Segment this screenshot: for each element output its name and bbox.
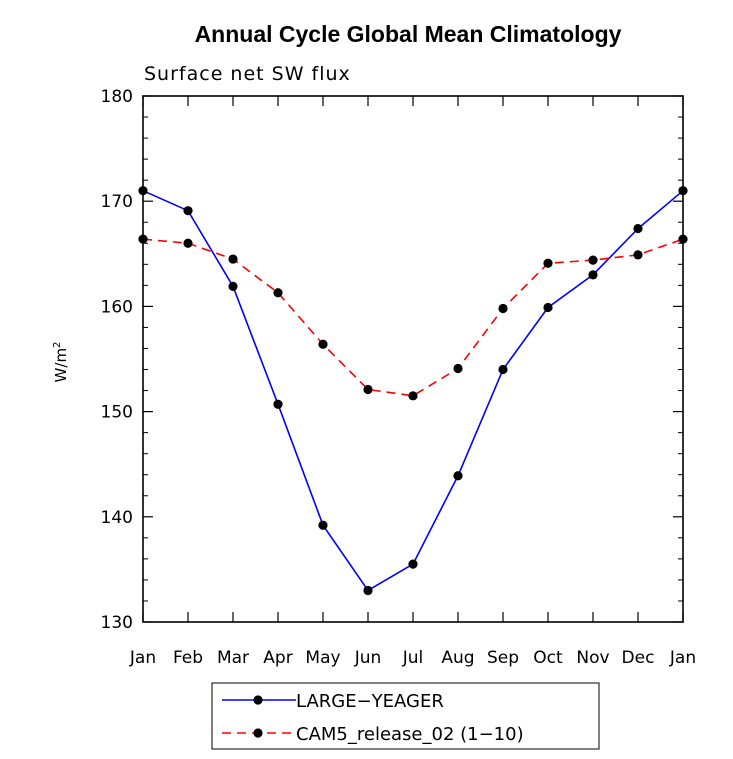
legend-label: CAM5_release_02 (1−10) <box>296 724 524 745</box>
x-tick-label: Mar <box>217 648 249 668</box>
data-point <box>633 223 643 234</box>
axis-tick-labels: 130 140 150 160 170 180 Jan Feb Mar Apr May Jun Jul A… <box>101 87 697 668</box>
legend-marker <box>253 695 263 705</box>
series-line <box>142 189 684 592</box>
y-tick-label: 140 <box>101 508 133 528</box>
svg-text:W/m2: W/m2 <box>52 342 70 383</box>
x-tick-label: Aug <box>441 648 474 668</box>
x-tick-label: Jan <box>129 648 156 668</box>
series-2 <box>138 234 688 401</box>
data-point <box>273 399 283 409</box>
y-tick-label: 130 <box>101 613 133 633</box>
x-tick-label: Apr <box>263 648 292 668</box>
data-point <box>543 258 553 268</box>
chart-title: Annual Cycle Global Mean Climatology <box>195 21 622 47</box>
x-tick-label: Dec <box>622 648 655 668</box>
plot-frame <box>142 95 684 623</box>
y-axis-label-text: W/m <box>52 348 70 383</box>
data-point <box>588 270 598 280</box>
data-point <box>633 250 643 260</box>
legend-label: LARGE−YEAGER <box>296 691 444 712</box>
legend-marker <box>253 728 263 738</box>
data-point <box>363 384 373 395</box>
data-point <box>228 254 238 264</box>
data-point <box>543 302 553 313</box>
legend-items: LARGE−YEAGER CAM5_release_02 (1−10) <box>222 691 524 745</box>
data-point <box>183 206 193 216</box>
data-point <box>273 288 283 298</box>
data-point <box>318 520 328 530</box>
chart-subtitle: Surface net SW flux <box>144 63 351 85</box>
data-point <box>183 238 193 248</box>
x-tick-label: Jan <box>669 648 696 668</box>
data-point <box>228 281 238 292</box>
x-tick-label: Feb <box>173 648 203 668</box>
legend-item: LARGE−YEAGER <box>222 691 444 712</box>
series-1 <box>138 186 688 596</box>
series-layer <box>138 186 688 596</box>
legend-item: CAM5_release_02 (1−10) <box>222 724 524 745</box>
x-tick-label: Jun <box>354 648 382 668</box>
x-tick-label: Nov <box>576 648 609 668</box>
legend-box <box>211 682 600 750</box>
axis-ticks <box>142 95 684 623</box>
y-tick-label: 180 <box>101 87 133 107</box>
series-line <box>142 238 684 397</box>
data-point <box>498 303 508 314</box>
data-point <box>453 363 463 374</box>
x-tick-label: May <box>305 648 340 668</box>
y-axis-label: W/m2 <box>52 342 70 383</box>
data-point <box>408 559 418 569</box>
y-tick-label: 170 <box>101 192 133 212</box>
data-point <box>363 585 373 596</box>
data-point <box>453 471 463 481</box>
x-tick-label: Oct <box>533 648 563 668</box>
data-point <box>318 339 328 349</box>
y-axis-label-superscript: 2 <box>52 342 63 348</box>
y-tick-label: 160 <box>101 297 133 317</box>
data-point <box>588 255 598 265</box>
legend: LARGE−YEAGER CAM5_release_02 (1−10) <box>211 682 600 750</box>
x-tick-label: Jul <box>402 648 424 668</box>
x-tick-label: Sep <box>487 648 519 668</box>
data-point <box>408 391 418 401</box>
y-tick-label: 150 <box>101 403 133 423</box>
data-point <box>498 364 508 375</box>
